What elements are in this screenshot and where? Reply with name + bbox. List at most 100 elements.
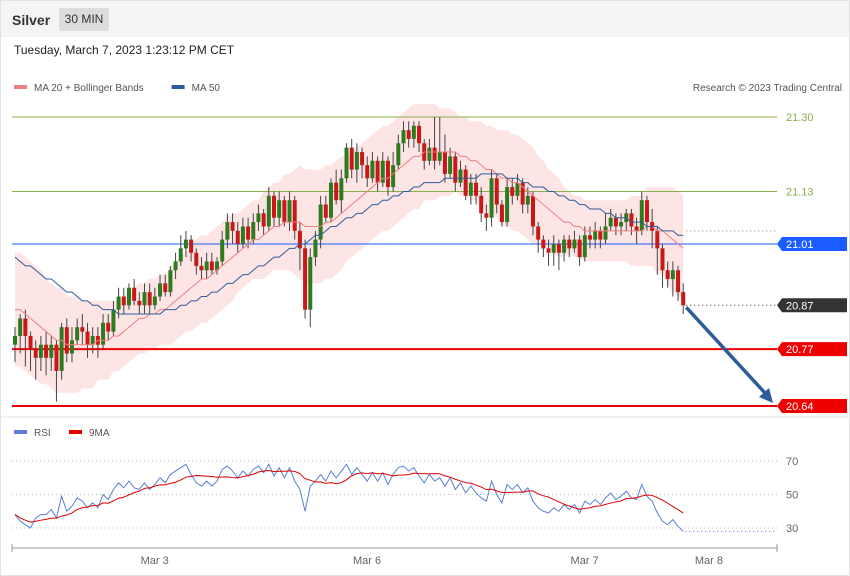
- candle-body: [567, 239, 572, 249]
- candle-body: [59, 327, 64, 371]
- level-tag-2: [777, 236, 847, 251]
- candle-body: [499, 204, 504, 223]
- candle-body: [365, 165, 370, 179]
- level-label-5: 20.64: [786, 401, 814, 413]
- rsi-legend: RSI 9MA: [14, 428, 110, 439]
- candle-body: [106, 322, 111, 332]
- candle-body: [215, 261, 220, 271]
- candle-body: [137, 300, 142, 306]
- candle-body: [121, 296, 126, 306]
- candle-body: [634, 226, 639, 231]
- level-tag-3: [777, 298, 847, 313]
- candle-body: [178, 248, 183, 262]
- candle-body: [463, 169, 468, 196]
- main-legend: MA 20 + Bollinger Bands MA 50: [14, 83, 220, 94]
- time-axis: Mar 3 Mar 6 Mar 7 Mar 8: [11, 544, 778, 567]
- candle-body: [204, 261, 209, 271]
- candle-body: [272, 195, 276, 218]
- chart-timestamp: Tuesday, March 7, 2023 1:23:12 PM CET: [14, 43, 235, 57]
- candle-body: [225, 222, 230, 240]
- candle-body: [556, 243, 561, 253]
- candle-body: [277, 200, 282, 218]
- candle-body: [64, 327, 69, 354]
- candle-body: [598, 230, 603, 240]
- rsi-legend-label-1: 9MA: [89, 428, 110, 439]
- candle-body: [401, 130, 406, 144]
- candle-body: [520, 182, 525, 205]
- candle-body: [572, 239, 577, 249]
- candle-body: [282, 200, 287, 223]
- level-label-1: 21.13: [786, 186, 814, 198]
- candle-body: [287, 200, 292, 223]
- level-label-0: 21.30: [786, 112, 814, 124]
- rsi-line: [14, 463, 684, 532]
- candle-body: [101, 322, 106, 345]
- candle-body: [660, 248, 665, 271]
- candle-body: [189, 239, 194, 253]
- rsi-legend-swatch-0: [14, 430, 27, 434]
- candle-body: [417, 125, 422, 144]
- candle-body: [209, 261, 214, 271]
- rsi-legend-label-0: RSI: [34, 428, 51, 439]
- candle-body: [670, 270, 675, 280]
- level-label-3: 20.87: [786, 300, 814, 312]
- candle-body: [448, 156, 453, 174]
- candle-body: [510, 187, 515, 196]
- candle-body: [562, 239, 567, 253]
- candle-body: [582, 235, 587, 258]
- candle-body: [18, 318, 23, 336]
- candle-body: [593, 230, 598, 240]
- candle-body: [173, 261, 178, 271]
- candle-body: [515, 182, 520, 196]
- candle-body: [199, 265, 204, 271]
- candle-body: [240, 226, 245, 244]
- candle-body: [354, 152, 359, 170]
- level-lines: [12, 116, 777, 407]
- candle-body: [458, 169, 463, 183]
- candle-body: [437, 152, 442, 161]
- candle-body: [603, 226, 608, 240]
- candle-body: [13, 335, 17, 345]
- candle-body: [629, 213, 634, 227]
- candle-body: [375, 160, 380, 183]
- candle-body: [308, 257, 313, 310]
- time-axis-label-2: Mar 7: [571, 555, 599, 567]
- legend-label-0: MA 20 + Bollinger Bands: [34, 83, 144, 94]
- candle-body: [90, 335, 95, 345]
- candle-body: [411, 125, 416, 139]
- candle-body: [608, 217, 613, 227]
- timeframe-button[interactable]: 30 MIN: [59, 8, 109, 31]
- candle-body: [577, 239, 582, 258]
- candle-body: [44, 344, 49, 358]
- candle-body: [442, 152, 447, 174]
- time-axis-label-1: Mar 6: [353, 555, 381, 567]
- candle-body: [313, 239, 318, 258]
- forecast-arrow: [684, 306, 773, 403]
- candle-body: [380, 160, 385, 183]
- candle-body: [54, 344, 59, 371]
- candle-body: [644, 200, 649, 223]
- candle-body: [385, 160, 390, 188]
- candle-body: [147, 292, 152, 306]
- level-label-2: 21.01: [786, 239, 814, 251]
- candle-body: [132, 287, 137, 301]
- legend-label-1: MA 50: [192, 83, 221, 94]
- candle-body: [427, 147, 432, 161]
- candle-body: [468, 182, 473, 196]
- moving-averages: [14, 151, 684, 346]
- candle-body: [152, 296, 157, 306]
- candle-body: [344, 147, 349, 179]
- candle-body: [168, 270, 173, 293]
- candle-body: [85, 331, 90, 345]
- time-axis-label-0: Mar 3: [141, 555, 169, 567]
- rsi-level-label-2: 30: [786, 523, 798, 535]
- candle-body: [349, 147, 354, 170]
- candle-body: [453, 156, 458, 183]
- forecast-arrow-head: [759, 388, 773, 403]
- rsi-level-label-0: 70: [786, 456, 798, 468]
- legend-swatch-0: [14, 85, 27, 89]
- candle-body: [111, 309, 116, 332]
- bollinger-band-fill: [15, 103, 684, 393]
- candle-body: [665, 270, 670, 280]
